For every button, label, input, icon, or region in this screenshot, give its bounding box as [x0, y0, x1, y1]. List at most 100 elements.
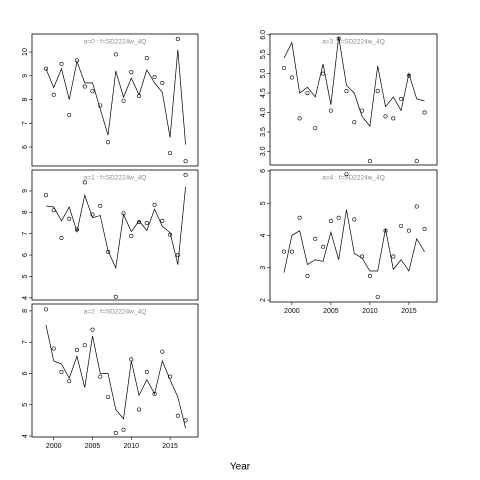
data-point — [399, 96, 404, 101]
data-point — [90, 212, 95, 217]
fit-line — [45, 324, 186, 429]
data-point — [106, 140, 111, 145]
data-point — [321, 244, 326, 249]
x-tick-label: 2015 — [162, 443, 178, 450]
data-point — [121, 427, 126, 432]
data-point — [59, 61, 64, 66]
data-point — [59, 369, 64, 374]
y-tick-label: 6.0 — [260, 30, 267, 40]
data-point — [175, 413, 180, 418]
data-point — [106, 394, 111, 399]
data-point — [297, 116, 302, 121]
y-tick-label: 4.0 — [260, 108, 267, 118]
data-point — [328, 108, 333, 113]
x-tick-label: 2010 — [362, 308, 378, 315]
y-tick-label: 6 — [22, 371, 29, 375]
panel-frame — [31, 33, 199, 167]
y-tick-label: 5.0 — [260, 69, 267, 79]
data-point — [152, 202, 157, 207]
x-tick-label: 2005 — [85, 443, 101, 450]
data-point — [375, 294, 380, 299]
data-point — [137, 407, 142, 412]
data-point — [98, 203, 103, 208]
panel-title: a=2 : f=SD2224w_4Q — [84, 309, 147, 316]
x-tick-label: 2000 — [284, 308, 300, 315]
data-point — [129, 70, 134, 75]
y-tick-label: 5.5 — [260, 49, 267, 59]
data-point — [399, 223, 404, 228]
data-point — [168, 150, 173, 155]
data-point — [313, 126, 318, 131]
data-point — [414, 159, 419, 164]
y-tick-label: 4 — [22, 434, 29, 438]
data-point — [414, 204, 419, 209]
data-point — [305, 273, 310, 278]
data-point — [289, 75, 294, 80]
data-point — [175, 36, 180, 41]
data-point — [367, 273, 372, 278]
data-point — [144, 55, 149, 60]
data-point — [282, 65, 287, 70]
data-point — [183, 159, 188, 164]
y-tick-label: 4 — [22, 296, 29, 300]
data-point — [67, 112, 72, 117]
y-tick-label: 3 — [260, 266, 267, 270]
panel-frame — [269, 33, 438, 166]
data-point — [305, 91, 310, 96]
data-point — [98, 103, 103, 108]
x-tick-label: 2000 — [46, 443, 62, 450]
y-tick-label: 7 — [22, 121, 29, 125]
data-point — [113, 52, 118, 57]
data-point — [59, 235, 64, 240]
data-point — [352, 217, 357, 222]
data-point — [51, 92, 56, 97]
data-point — [90, 327, 95, 332]
data-point — [43, 307, 48, 312]
data-point — [422, 227, 427, 232]
panel-title: a=3 : f=SD2224w_4Q — [322, 39, 385, 46]
data-point — [121, 98, 126, 103]
data-point — [67, 379, 72, 384]
data-point — [344, 172, 349, 177]
data-point — [422, 110, 427, 115]
y-tick-label: 5 — [260, 201, 267, 205]
data-point — [152, 74, 157, 79]
data-point — [375, 89, 380, 94]
data-point — [183, 172, 188, 177]
x-tick-label: 2015 — [401, 308, 417, 315]
x-axis-label: Year — [230, 462, 251, 473]
data-point — [43, 66, 48, 71]
data-point — [336, 215, 341, 220]
data-point — [328, 218, 333, 223]
y-tick-label: 10 — [22, 48, 29, 56]
data-point — [313, 236, 318, 241]
data-point — [383, 114, 388, 119]
data-point — [98, 374, 103, 379]
data-point — [383, 228, 388, 233]
data-point — [160, 218, 165, 223]
data-point — [113, 294, 118, 299]
data-point — [113, 430, 118, 435]
data-point — [129, 233, 134, 238]
fit-line — [45, 186, 186, 270]
fit-line — [283, 36, 425, 127]
fit-line — [45, 49, 186, 145]
x-tick-label: 2005 — [323, 308, 339, 315]
data-point — [152, 391, 157, 396]
y-tick-label: 6 — [22, 253, 29, 257]
data-point — [74, 348, 79, 353]
panel-title: a=1 : f=SD2224w_4Q — [84, 175, 147, 182]
data-point — [144, 369, 149, 374]
y-tick-label: 6 — [22, 145, 29, 149]
y-tick-label: 8 — [22, 210, 29, 214]
y-tick-label: 7 — [22, 340, 29, 344]
y-tick-label: 5 — [22, 403, 29, 407]
data-point — [391, 254, 396, 259]
data-point — [90, 89, 95, 94]
data-point — [297, 215, 302, 220]
panel-title: a=0 : f=SD2224w_4Q — [84, 39, 147, 46]
y-tick-label: 8 — [22, 97, 29, 101]
y-tick-label: 3.0 — [260, 146, 267, 156]
y-tick-label: 5 — [22, 274, 29, 278]
